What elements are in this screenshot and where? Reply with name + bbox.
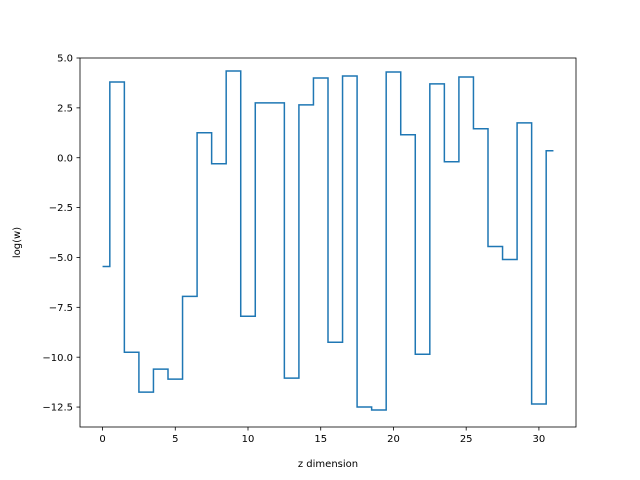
y-tick-label: −12.5 xyxy=(42,403,73,414)
x-tick-label: 25 xyxy=(460,434,473,445)
plot-frame xyxy=(79,57,577,428)
x-tick-label: 5 xyxy=(172,434,178,445)
x-tick-label: 15 xyxy=(314,434,327,445)
y-axis-label: log(w) xyxy=(12,227,23,258)
y-axis: 5.0 2.5 0.0 −2.5 −5.0 −7.5 −10.0 −12.5 xyxy=(42,54,80,414)
y-tick-label: 5.0 xyxy=(57,54,73,65)
x-axis-label: z dimension xyxy=(298,459,358,470)
x-tick-label: 10 xyxy=(242,434,255,445)
series-line-0 xyxy=(102,70,554,411)
y-tick-label: −10.0 xyxy=(42,353,73,364)
x-tick-label: 20 xyxy=(387,434,400,445)
y-tick-label: −7.5 xyxy=(49,303,73,314)
series-layer xyxy=(102,70,554,411)
y-tick-label: −2.5 xyxy=(49,203,73,214)
y-tick-label: 0.0 xyxy=(57,153,73,164)
x-tick-label: 0 xyxy=(99,434,105,445)
y-tick-label: 2.5 xyxy=(57,103,73,114)
x-tick-label: 30 xyxy=(533,434,546,445)
y-tick-label: −5.0 xyxy=(49,253,73,264)
x-axis: 0 5 10 15 20 25 30 xyxy=(99,427,545,445)
